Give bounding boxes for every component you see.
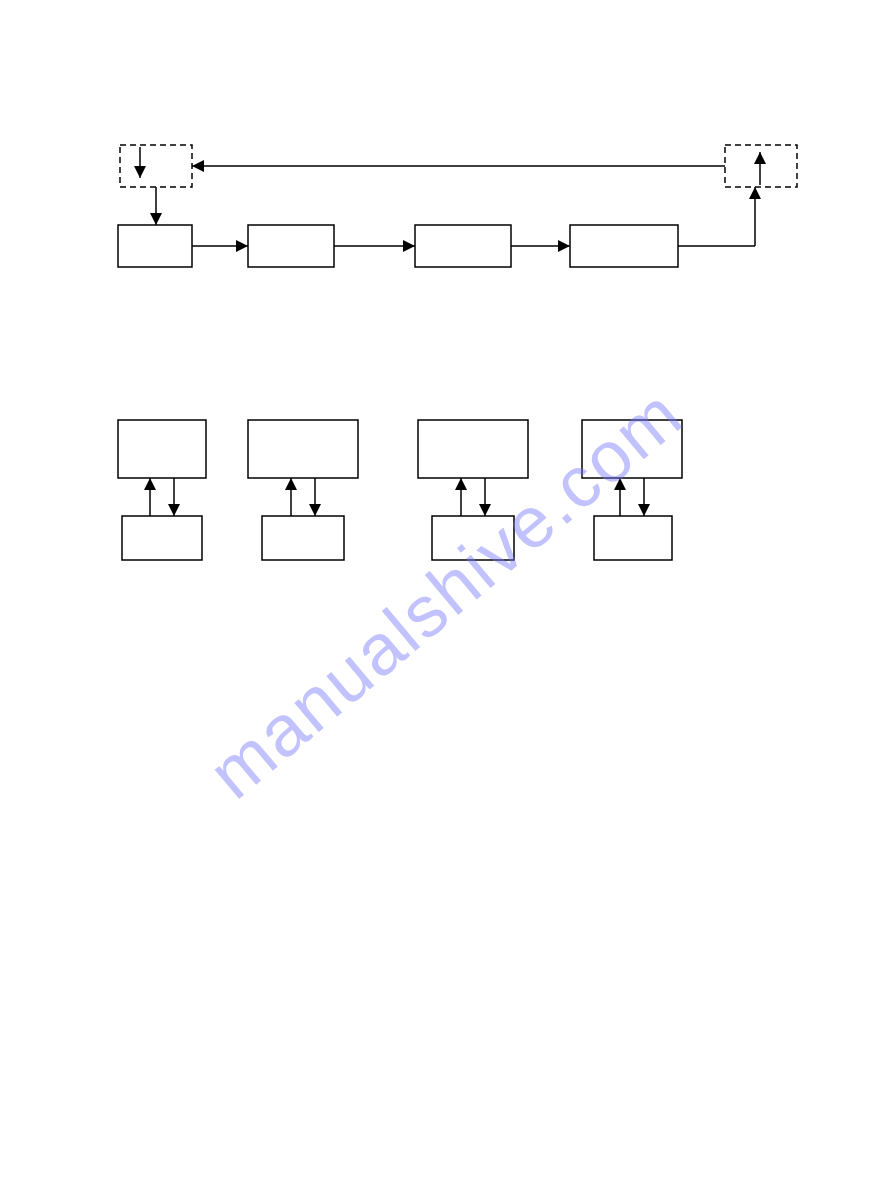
arrow-head xyxy=(479,504,491,516)
arrow-head xyxy=(455,478,467,490)
diagram-node xyxy=(262,516,344,560)
diagram-node xyxy=(582,420,682,478)
diagram-node xyxy=(248,225,334,267)
arrow-head xyxy=(309,504,321,516)
diagram-node xyxy=(570,225,678,267)
arrow-head xyxy=(403,240,415,252)
arrow-head xyxy=(638,504,650,516)
diagram-node xyxy=(418,420,528,478)
arrow-head xyxy=(754,152,766,164)
arrow-head xyxy=(168,504,180,516)
diagram-node xyxy=(122,516,202,560)
arrow-head xyxy=(150,213,162,225)
diagram-node xyxy=(120,145,192,187)
arrow-head xyxy=(614,478,626,490)
arrow-head xyxy=(192,160,204,172)
flowchart-diagram xyxy=(0,0,891,1188)
arrow-head xyxy=(285,478,297,490)
arrow-head xyxy=(144,478,156,490)
diagram-node xyxy=(594,516,672,560)
arrow-head xyxy=(134,166,146,178)
diagram-node xyxy=(118,420,206,478)
arrow-head xyxy=(749,187,761,199)
diagram-node xyxy=(432,516,514,560)
diagram-node xyxy=(248,420,358,478)
diagram-node xyxy=(415,225,511,267)
diagram-node xyxy=(118,225,192,267)
diagram-node xyxy=(725,145,797,187)
arrow-head xyxy=(236,240,248,252)
arrow-head xyxy=(558,240,570,252)
